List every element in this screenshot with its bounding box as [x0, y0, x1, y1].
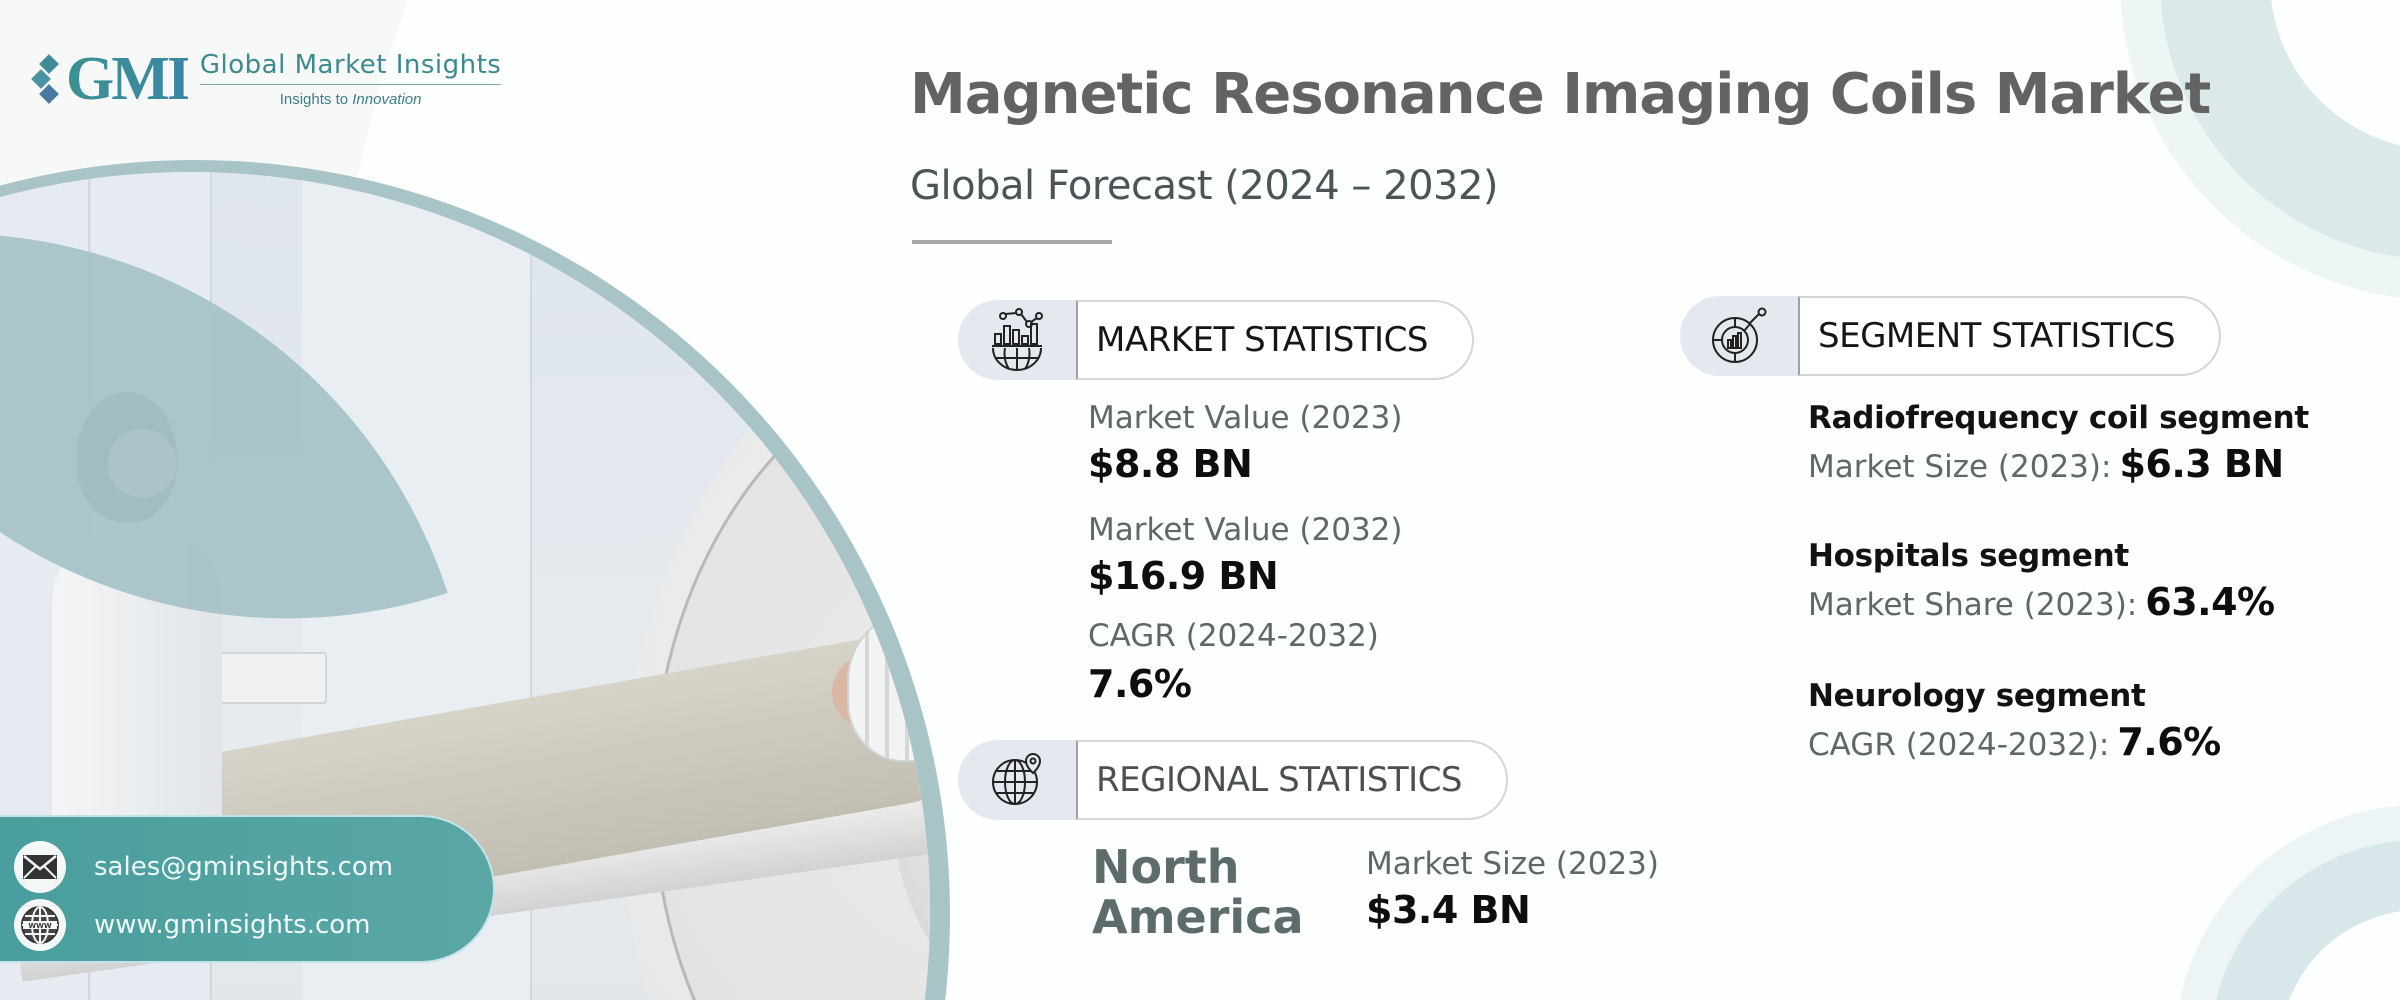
segment-metric-value: 7.6% — [2117, 720, 2221, 764]
segment-statistics-header: SEGMENT STATISTICS — [1680, 296, 2222, 376]
market-value-2032: $16.9 BN — [1088, 554, 1279, 598]
tagline-emphasis: Innovation — [352, 91, 422, 108]
market-value-2023-label: Market Value (2023) — [1088, 400, 1403, 436]
segment-title-radiofrequency: Radiofrequency coil segment — [1808, 400, 2309, 436]
segment-metric-value: 63.4% — [2145, 580, 2275, 624]
segment-metric-neurology: CAGR (2024-2032): 7.6% — [1808, 720, 2221, 764]
head-coil — [847, 612, 930, 762]
segment-metric-hospitals: Market Share (2023): 63.4% — [1808, 580, 2275, 624]
gmi-logo[interactable]: GMI Global Market Insights Insights to I… — [31, 45, 502, 113]
cagr-label: CAGR (2024-2032) — [1088, 618, 1379, 654]
segment-title-hospitals: Hospitals segment — [1808, 538, 2129, 574]
logo-text: Global Market Insights Insights to Innov… — [199, 50, 502, 108]
region-name-line1: North — [1092, 840, 1240, 894]
page-title: Magnetic Resonance Imaging Coils Market — [910, 62, 2211, 127]
market-statistics-header: MARKET STATISTICS — [958, 300, 1474, 380]
contact-website-row[interactable]: WWW www.gminsights.com — [14, 899, 371, 951]
segment-title-neurology: Neurology segment — [1808, 678, 2146, 714]
segment-metric-label: CAGR (2024-2032): — [1808, 727, 2110, 763]
region-name-line2: America — [1092, 890, 1304, 944]
segment-statistics-heading: SEGMENT STATISTICS — [1798, 296, 2222, 376]
brand-name: Global Market Insights — [199, 50, 502, 85]
contact-bar: sales@gminsights.com WWW www.gminsights.… — [0, 815, 495, 963]
region-market-size-value: $3.4 BN — [1366, 888, 1531, 932]
segment-metric-value: $6.3 BN — [2119, 442, 2284, 486]
cagr-value: 7.6% — [1088, 662, 1192, 706]
market-value-2023: $8.8 BN — [1088, 442, 1253, 486]
regional-statistics-header: REGIONAL STATISTICS — [958, 740, 1509, 820]
logo-mark: GMI — [31, 45, 191, 113]
segment-metric-radiofrequency: Market Size (2023): $6.3 BN — [1808, 442, 2284, 486]
donut-chart-icon — [1680, 296, 1798, 376]
segment-metric-label: Market Share (2023): — [1808, 587, 2138, 623]
website-link[interactable]: www.gminsights.com — [94, 910, 371, 940]
logo-letters: GMI — [66, 45, 191, 113]
region-market-size-label: Market Size (2023) — [1366, 846, 1659, 882]
market-statistics-heading: MARKET STATISTICS — [1076, 300, 1474, 380]
region-name: North America — [1092, 842, 1304, 942]
title-divider — [912, 240, 1112, 244]
segment-metric-label: Market Size (2023): — [1808, 449, 2112, 485]
page-subtitle: Global Forecast (2024 – 2032) — [910, 163, 1499, 209]
market-value-2032-label: Market Value (2032) — [1088, 512, 1403, 548]
www-globe-icon: WWW — [14, 899, 66, 951]
globe-pin-icon — [958, 740, 1076, 820]
svg-text:WWW: WWW — [28, 922, 51, 930]
envelope-icon — [14, 841, 66, 893]
logo-diamonds-icon — [31, 53, 62, 105]
regional-statistics-heading: REGIONAL STATISTICS — [1076, 740, 1509, 820]
contact-email-row[interactable]: sales@gminsights.com — [14, 841, 393, 893]
chart-globe-icon — [958, 300, 1076, 380]
brand-tagline: Insights to Innovation — [280, 91, 422, 108]
tagline-prefix: Insights to — [279, 91, 353, 108]
email-link[interactable]: sales@gminsights.com — [94, 852, 394, 882]
mri-control-panel — [207, 652, 327, 704]
